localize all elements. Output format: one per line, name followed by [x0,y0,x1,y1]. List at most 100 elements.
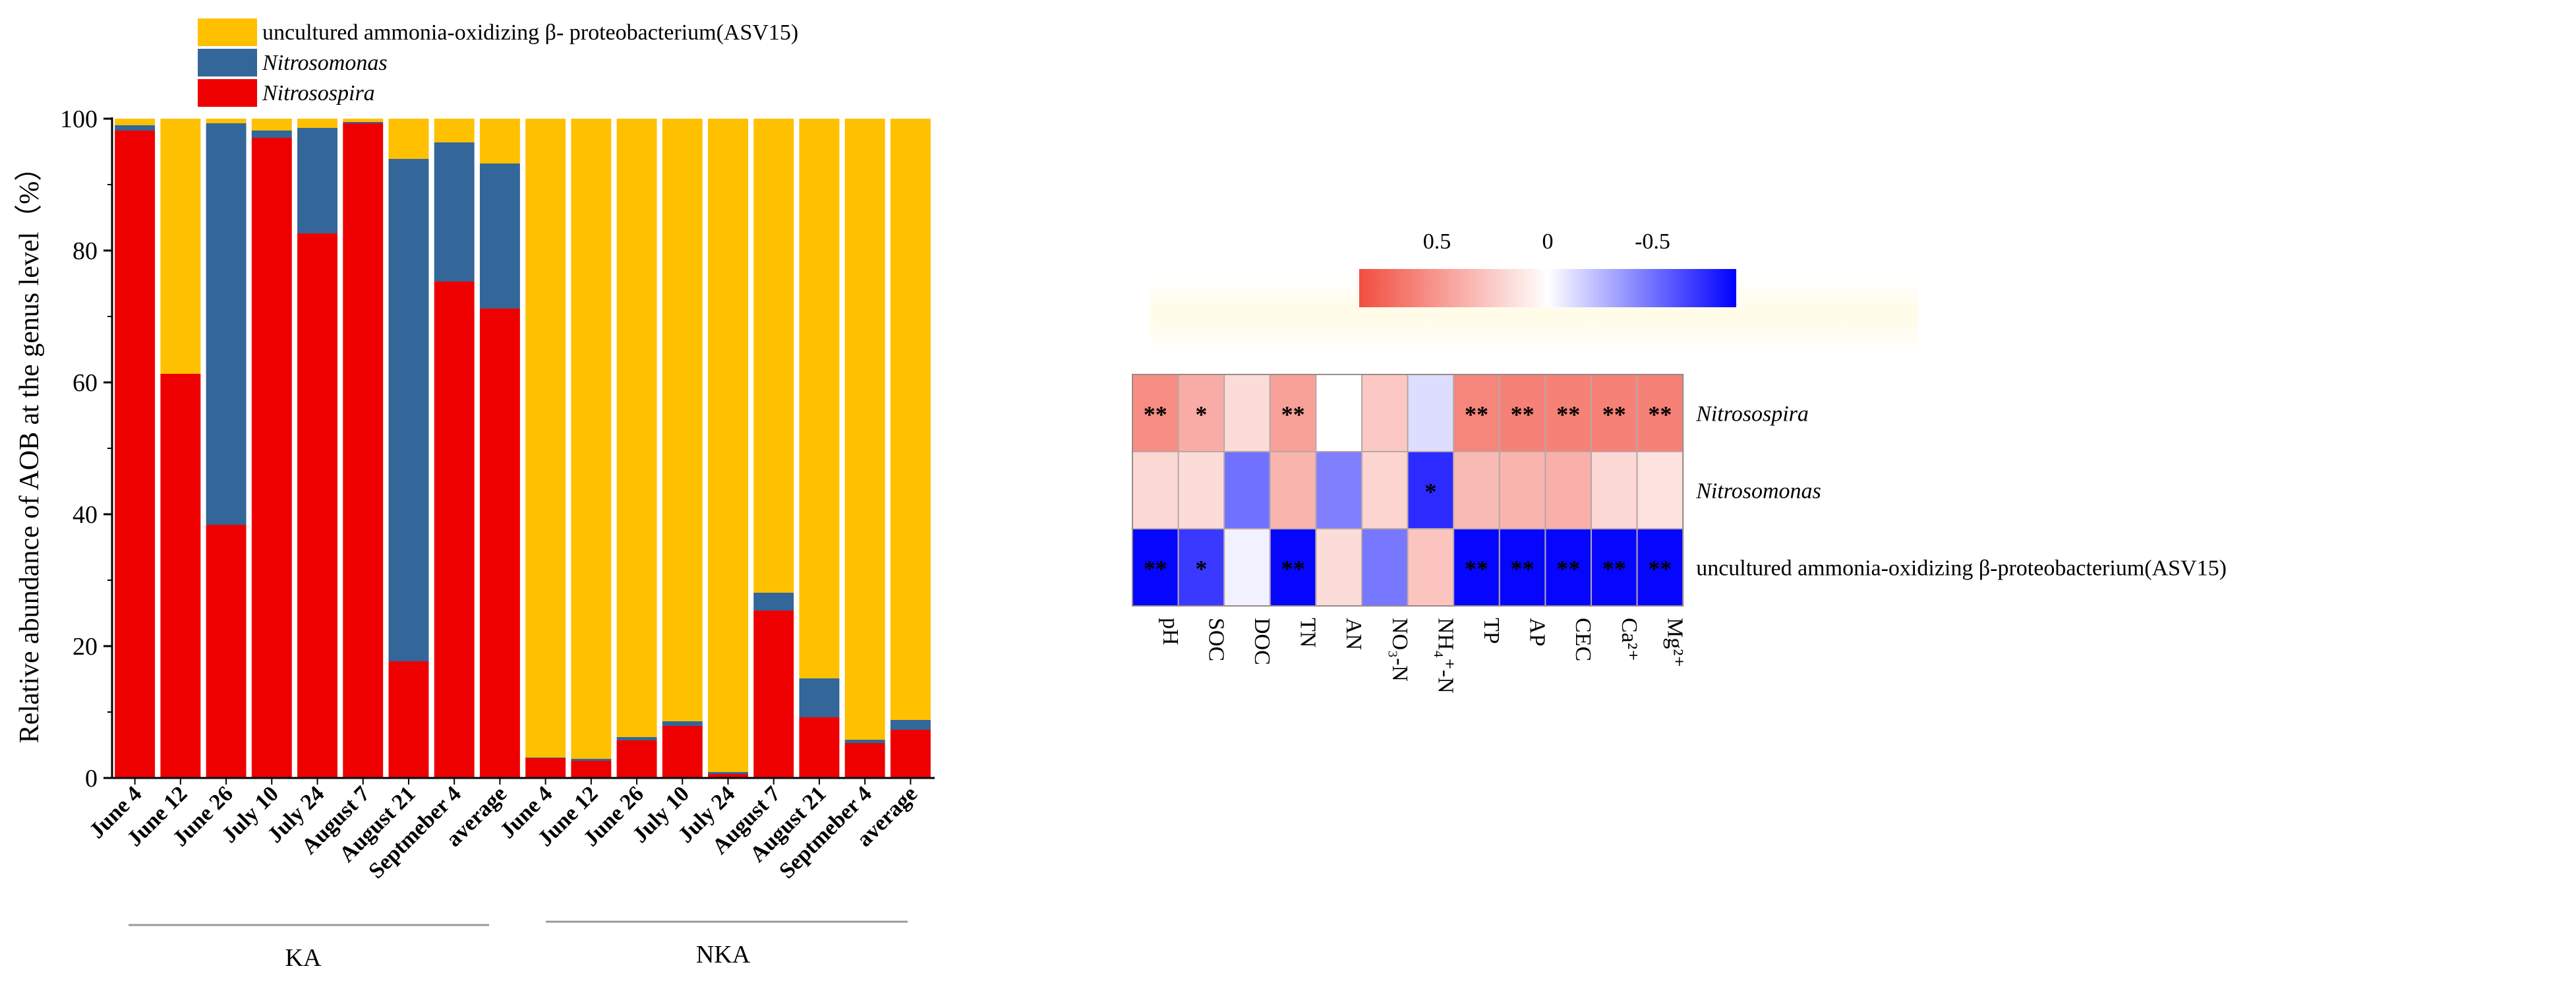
heatmap-cell-r1-c4 [1315,451,1363,529]
bar-nitrosomonas-15 [799,678,840,717]
bar-asv15-8 [479,119,520,164]
legend-swatch-asv15 [198,18,257,46]
bar-nitrosospira-10 [571,761,612,778]
bar-nitrosomonas-7 [434,142,475,282]
heatmap-column-label: DOC [1250,618,1274,665]
group-label-nka: NKA [696,941,751,969]
bar-nitrosospira-0 [115,131,156,778]
heatmap-cell-r1-c8 [1498,451,1546,529]
bar-asv15-14 [753,119,794,593]
heatmap-column-label: NH₄⁺-N [1433,618,1457,694]
heatmap-row-label: Nitrosospira [1695,402,1809,427]
legend-label-nitrosomonas: Nitrosomonas [262,51,388,75]
significance-mark: ** [1648,402,1672,428]
heatmap-column-label: NO₃-N [1388,618,1412,682]
significance-mark: ** [1602,402,1626,428]
bar-chart: uncultured ammonia-oxidizing β- proteoba… [15,18,935,972]
bar-nitrosomonas-0 [115,125,156,131]
bar-nitrosomonas-2 [206,123,247,525]
significance-mark: ** [1281,556,1305,582]
bar-asv15-10 [571,119,612,759]
bar-asv15-16 [844,119,885,740]
significance-mark: ** [1281,402,1305,428]
legend-swatch-nitrosomonas [198,49,257,76]
heatmap-cells: ** * ** ** ** ** ** ***** * ** ** ** ** ** ** [1132,374,1684,607]
bar-asv15-5 [343,119,384,122]
significance-mark: ** [1465,402,1488,428]
bar-asv15-9 [525,119,566,758]
heatmap-column-label: SOC [1204,618,1228,661]
bar-nitrosospira-12 [662,726,703,778]
heatmap-column-label: Ca²⁺ [1617,618,1641,661]
heatmap-column-label: Mg²⁺ [1662,618,1687,667]
legend-label-nitrosospira: Nitrosospira [262,81,375,105]
significance-mark: ** [1556,402,1580,428]
significance-mark: ** [1144,402,1167,428]
heatmap-cell-r2-c2 [1223,528,1271,607]
heatmap-cell-r1-c10 [1591,451,1638,529]
heatmap-cell-r2-c6 [1407,528,1455,607]
colorbar-tick-zero: 0 [1542,229,1554,254]
colorbar-gradient [1359,269,1736,307]
y-tick-label: 80 [73,237,98,265]
heatmap-cell-r2-c5 [1361,528,1409,607]
bar-nitrosospira-1 [160,374,201,778]
bar-asv15-1 [160,119,201,374]
colorbar-tick-neg: -0.5 [1635,229,1670,254]
y-tick-label: 60 [73,369,98,397]
bar-asv15-15 [799,119,840,678]
legend-label-asv15: uncultured ammonia-oxidizing β- proteoba… [262,20,798,45]
heatmap-column-label: TN [1296,618,1320,647]
bar-asv15-6 [388,119,429,159]
bar-asv15-3 [251,119,292,131]
bar-nitrosospira-11 [616,740,657,778]
significance-mark: ** [1556,556,1580,582]
bar-nitrosospira-2 [206,525,247,778]
heatmap-row-labels: Nitrosospira Nitrosomonas uncultured ammon… [1695,402,2227,581]
bar-asv15-13 [708,119,748,772]
bar-nitrosomonas-17 [890,720,931,730]
bar-asv15-0 [115,119,156,125]
significance-mark: ** [1602,556,1626,582]
significance-mark: ** [1465,556,1488,582]
heatmap-cell-r1-c2 [1223,451,1271,529]
bar-asv15-4 [297,119,337,128]
bar-nitrosospira-15 [799,717,840,778]
bar-nitrosomonas-5 [343,122,384,123]
significance-mark: * [1195,556,1207,582]
significance-mark: ** [1648,556,1672,582]
legend-swatch-nitrosospira [198,79,257,107]
heatmap-column-label: TP [1479,618,1504,644]
bar-nitrosospira-16 [844,743,885,778]
group-label-ka: KA [285,944,322,972]
heatmap-cell-r2-c4 [1315,528,1363,607]
bar-nitrosospira-13 [708,774,748,778]
heatmap-cell-r2-c8 [1498,528,1546,607]
bar-nitrosomonas-8 [479,164,520,309]
heatmap-cell-r2-c10 [1591,528,1638,607]
bar-nitrosospira-17 [890,730,931,778]
heatmap-cell-r0-c10 [1591,374,1638,452]
heatmap-column-label: AP [1525,618,1550,646]
bar-asv15-7 [434,119,475,142]
heatmap-cell-r2-c7 [1453,528,1500,607]
bar-nitrosospira-3 [251,138,292,778]
heatmap-cell-r1-c3 [1269,451,1317,529]
bar-nitrosospira-8 [479,309,520,778]
bar-nitrosospira-14 [753,611,794,778]
heatmap-column-label: AN [1341,618,1366,650]
bar-nitrosospira-7 [434,282,475,778]
bar-nitrosospira-4 [297,233,337,778]
bar-nitrosomonas-10 [571,759,612,761]
bar-nitrosomonas-4 [297,128,337,233]
significance-mark: * [1424,479,1436,505]
bar-nitrosomonas-13 [708,772,748,774]
significance-mark: ** [1511,556,1535,582]
heatmap-cell-r1-c0 [1132,451,1179,529]
bar-asv15-17 [890,119,931,720]
heatmap-cell-r0-c6 [1407,374,1455,452]
bar-nitrosospira-9 [525,758,566,778]
heatmap-border [1132,374,1684,607]
